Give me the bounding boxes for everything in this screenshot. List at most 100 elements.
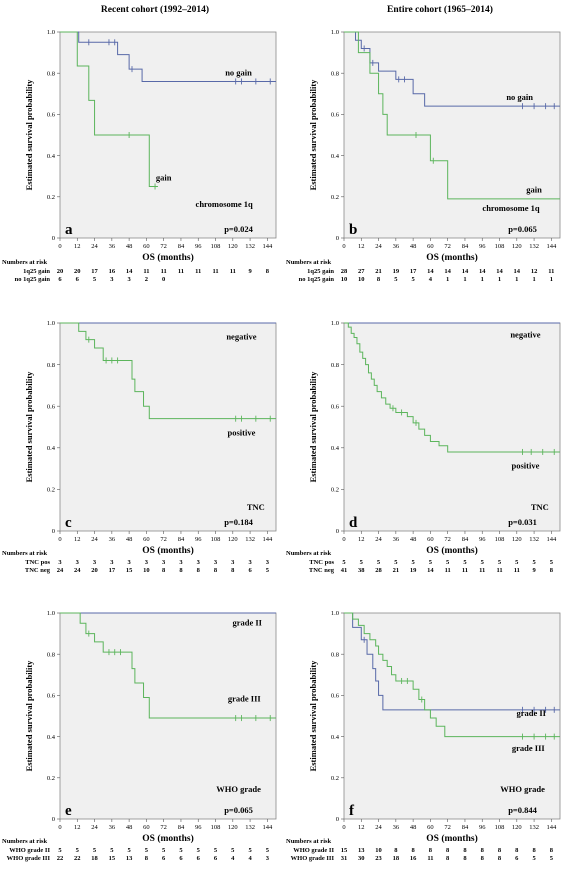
risk-value: 0	[162, 276, 165, 283]
y-tick-label: 1.0	[331, 610, 339, 617]
x-tick-label: 0	[342, 536, 345, 543]
y-tick-label: 0.6	[331, 112, 340, 119]
panel-letter: f	[349, 803, 355, 819]
risk-value: 16	[410, 855, 417, 862]
risk-value: 5	[411, 559, 415, 566]
risk-row-label: WHO grade II	[9, 847, 50, 854]
annotation: p=0.184	[224, 517, 253, 527]
risk-value: 3	[214, 559, 218, 566]
x-tick-label: 24	[91, 243, 98, 250]
y-tick-label: 0.2	[331, 487, 339, 494]
x-tick-label: 120	[512, 243, 522, 250]
x-tick-label: 60	[143, 243, 150, 250]
panel-letter: a	[65, 222, 73, 238]
risk-value: 5	[377, 559, 381, 566]
risk-table-title: Numbers at risk	[2, 550, 48, 557]
x-axis-label: OS (months)	[142, 252, 193, 263]
x-tick-label: 24	[375, 536, 382, 543]
risk-value: 10	[143, 567, 150, 574]
km-panel-f: 00.20.40.60.81.00 12 24 36 48 60 72 84 96 108 120 1…	[286, 610, 561, 862]
y-tick-label: 0	[52, 235, 55, 242]
risk-value: 5	[463, 559, 467, 566]
risk-value: 5	[214, 847, 218, 854]
x-tick-label: 144	[546, 536, 557, 543]
risk-row-label: TNC pos	[309, 559, 334, 566]
km-panel-c: 00.20.40.60.81.00 12 24 36 48 60 72 84 96 108 120 1…	[2, 320, 277, 574]
annotation: negative	[226, 332, 256, 342]
risk-row-label: no 1q25 gain	[15, 276, 51, 283]
survival-curve-grade-II	[344, 612, 560, 711]
risk-table-title: Numbers at risk	[2, 838, 48, 845]
risk-value: 14	[514, 268, 521, 275]
risk-value: 3	[266, 855, 270, 862]
risk-value: 8	[162, 567, 166, 574]
risk-value: 5	[498, 559, 502, 566]
x-tick-label: 36	[109, 536, 116, 543]
y-axis-label: Estimated survival probability	[308, 371, 318, 483]
x-tick-label: 84	[462, 536, 469, 543]
risk-value: 5	[127, 847, 131, 854]
risk-value: 6	[197, 855, 201, 862]
risk-value: 5	[360, 559, 364, 566]
risk-value: 4	[248, 855, 252, 862]
x-tick-label: 108	[211, 824, 221, 831]
x-tick-label: 72	[444, 824, 451, 831]
survival-curve-positive	[344, 322, 560, 453]
risk-value: 8	[498, 855, 502, 862]
annotation: chromosome 1q	[482, 203, 539, 213]
risk-value: 6	[179, 855, 183, 862]
risk-value: 8	[377, 276, 381, 283]
column-title-left: Recent cohort (1992–2014)	[101, 4, 209, 15]
y-tick-label: 0.4	[331, 734, 340, 741]
x-tick-label: 60	[143, 824, 150, 831]
risk-value: 11	[161, 268, 167, 275]
y-tick-label: 0.2	[47, 775, 55, 782]
risk-row-label: no 1q25 gain	[299, 276, 335, 283]
annotation: chromosome 1q	[196, 199, 253, 209]
risk-value: 8	[214, 567, 218, 574]
risk-value: 9	[248, 268, 252, 275]
x-tick-label: 96	[479, 824, 486, 831]
x-tick-label: 12	[74, 243, 81, 250]
risk-value: 8	[446, 855, 450, 862]
risk-value: 3	[145, 559, 149, 566]
y-tick-label: 0.8	[331, 70, 339, 77]
risk-row-label: 1q25 gain	[23, 268, 50, 275]
plot-area	[343, 612, 561, 820]
risk-value: 5	[179, 847, 183, 854]
y-tick-label: 0.8	[331, 362, 339, 369]
km-panel-d: 0 0.2 0.4 0.6 0.8 1.0 0 12 24 36 48 60 72 84 96 108 120 1…	[286, 320, 561, 574]
x-tick-label: 0	[342, 824, 345, 831]
x-tick-label: 72	[160, 824, 167, 831]
x-tick-label: 132	[245, 824, 255, 831]
risk-value: 8	[179, 567, 183, 574]
risk-value: 5	[110, 847, 114, 854]
risk-value: 5	[93, 847, 97, 854]
x-tick-label: 36	[109, 243, 116, 250]
risk-value: 3	[179, 559, 183, 566]
x-tick-label: 96	[479, 536, 486, 543]
risk-value: 41	[341, 567, 348, 574]
x-tick-label: 12	[74, 824, 81, 831]
y-axis-label: Estimated survival probability	[24, 371, 34, 483]
x-axis-label: OS (months)	[142, 833, 193, 844]
risk-value: 5	[197, 847, 201, 854]
risk-value: 5	[58, 847, 62, 854]
risk-value: 5	[394, 276, 398, 283]
risk-value: 17	[410, 268, 417, 275]
y-tick-label: 0.2	[47, 487, 55, 494]
annotation: grade II	[232, 617, 262, 627]
y-tick-label: 0.8	[47, 651, 55, 658]
y-tick-label: 0.4	[331, 445, 340, 452]
risk-value: 3	[266, 559, 270, 566]
risk-value: 1	[463, 276, 466, 283]
risk-value: 15	[126, 567, 133, 574]
x-tick-label: 120	[512, 536, 522, 543]
risk-value: 20	[74, 268, 81, 275]
risk-value: 8	[550, 567, 554, 574]
risk-value: 2	[145, 276, 148, 283]
y-tick-label: 0.2	[331, 775, 339, 782]
km-panel-b: 00.20.40.60.81.00 12 24 36 48 60 72 84 96 108 120 1…	[286, 29, 561, 283]
x-tick-label: 72	[160, 536, 167, 543]
y-tick-label: 0.6	[47, 112, 56, 119]
